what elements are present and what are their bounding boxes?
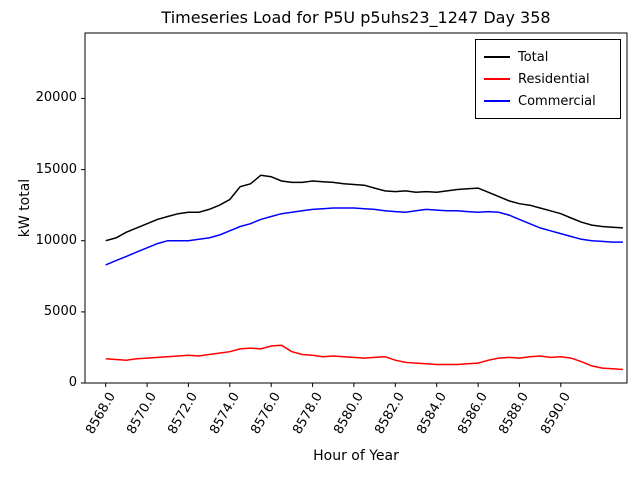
x-axis-label: Hour of Year: [313, 448, 399, 464]
y-tick-label: 5000: [43, 303, 77, 319]
total-line-swatch: [484, 56, 510, 58]
residential-line-swatch: [484, 78, 510, 80]
legend-label-residential: Residential: [518, 71, 590, 87]
legend: Total Residential Commercial: [475, 39, 621, 119]
y-axis-label: kW total: [17, 178, 33, 238]
y-tick-label: 10000: [35, 232, 77, 248]
chart-title: Timeseries Load for P5U p5uhs23_1247 Day…: [161, 8, 551, 27]
legend-label-total: Total: [518, 49, 549, 65]
legend-item-commercial: Commercial: [484, 90, 612, 112]
legend-item-residential: Residential: [484, 68, 612, 90]
y-tick-label: 20000: [35, 90, 77, 106]
legend-item-total: Total: [484, 46, 612, 68]
y-tick-label: 0: [68, 375, 77, 390]
commercial-line-swatch: [484, 100, 510, 102]
legend-label-commercial: Commercial: [518, 93, 596, 109]
y-tick-label: 15000: [35, 161, 77, 177]
